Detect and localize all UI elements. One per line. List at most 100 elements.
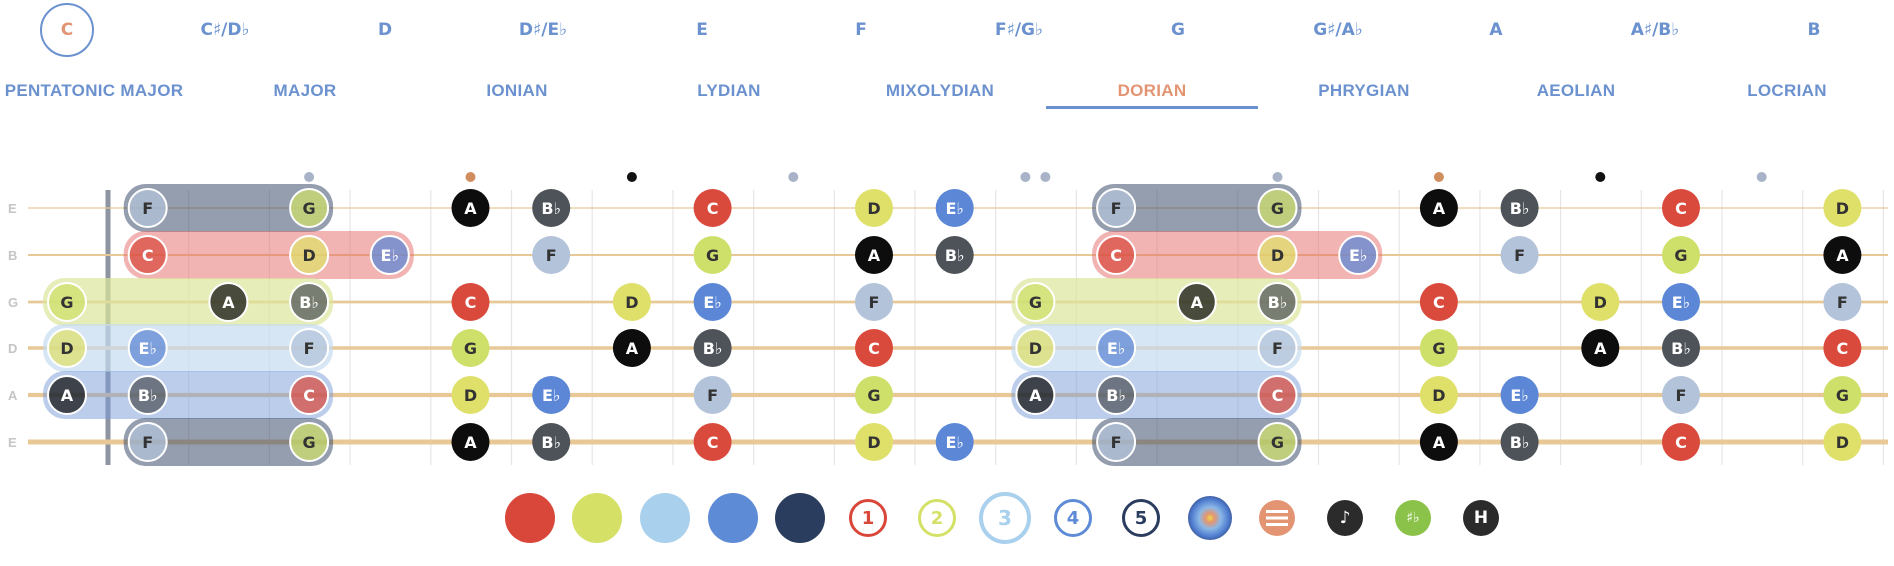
note-marker[interactable]: E♭	[1338, 235, 1379, 275]
note-marker[interactable]: G	[855, 376, 893, 414]
key-9[interactable]: A	[1489, 20, 1503, 40]
note-marker[interactable]: G	[47, 282, 87, 322]
note-marker[interactable]: D	[47, 328, 87, 368]
note-marker[interactable]: G	[1257, 422, 1298, 462]
note-marker[interactable]: F	[855, 283, 893, 321]
key-2[interactable]: D	[377, 20, 393, 40]
note-marker[interactable]: F	[127, 422, 168, 462]
mode-dorian[interactable]: DORIAN	[1117, 81, 1187, 100]
music-note-icon[interactable]: ♪	[1327, 500, 1363, 536]
note-marker[interactable]: C	[289, 375, 330, 415]
note-marker[interactable]: G	[1419, 329, 1458, 367]
note-marker[interactable]: B♭	[1500, 423, 1539, 461]
note-marker[interactable]: F	[1823, 283, 1862, 321]
note-marker[interactable]: D	[855, 423, 893, 461]
position-1-button[interactable]: 1	[849, 499, 887, 537]
note-marker[interactable]: A	[1176, 282, 1217, 322]
note-marker[interactable]: F	[532, 236, 571, 274]
note-marker[interactable]: E♭	[935, 189, 974, 227]
mode-locrian[interactable]: LOCRIAN	[1747, 81, 1827, 100]
note-marker[interactable]: C	[1823, 329, 1862, 367]
note-marker[interactable]: C	[855, 329, 893, 367]
note-marker[interactable]: A	[47, 375, 87, 415]
color-swatch-3[interactable]	[640, 493, 690, 543]
note-marker[interactable]: F	[693, 376, 732, 414]
note-marker[interactable]: E♭	[1662, 283, 1700, 321]
note-marker[interactable]: C	[1096, 235, 1137, 275]
accidentals-toggle-icon[interactable]: ♯♭	[1395, 500, 1431, 536]
note-marker[interactable]: G	[1823, 376, 1862, 414]
key-0[interactable]: C	[40, 3, 94, 57]
note-marker[interactable]: A	[1419, 189, 1458, 227]
note-marker[interactable]: D	[289, 235, 330, 275]
note-marker[interactable]: D	[1257, 235, 1298, 275]
note-marker[interactable]: C	[1257, 375, 1298, 415]
note-marker[interactable]: D	[1419, 376, 1458, 414]
note-marker[interactable]: B♭	[935, 236, 974, 274]
note-marker[interactable]: C	[1662, 189, 1700, 227]
key-10[interactable]: A♯/B♭	[1630, 20, 1680, 40]
note-marker[interactable]: G	[693, 236, 732, 274]
note-marker[interactable]: G	[289, 188, 330, 228]
note-marker[interactable]: C	[693, 189, 732, 227]
note-marker[interactable]: C	[693, 423, 732, 461]
note-marker[interactable]: D	[855, 189, 893, 227]
key-1[interactable]: C♯/D♭	[200, 20, 250, 40]
note-marker[interactable]: D	[612, 283, 651, 321]
note-marker[interactable]: A	[451, 189, 490, 227]
mode-ionian[interactable]: IONIAN	[486, 81, 548, 100]
mode-major[interactable]: MAJOR	[273, 81, 337, 100]
color-swatch-5[interactable]	[775, 493, 825, 543]
note-marker[interactable]: A	[855, 236, 893, 274]
note-marker[interactable]: E♭	[1500, 376, 1539, 414]
color-swatch-4[interactable]	[708, 493, 758, 543]
mode-phrygian[interactable]: PHRYGIAN	[1318, 81, 1410, 100]
note-marker[interactable]: G	[289, 422, 330, 462]
all-colors-icon[interactable]	[1188, 496, 1232, 540]
note-marker[interactable]: A	[1581, 329, 1620, 367]
note-marker[interactable]: F	[1500, 236, 1539, 274]
menu-lines-icon[interactable]	[1259, 500, 1295, 536]
note-marker[interactable]: B♭	[1500, 189, 1539, 227]
h-toggle-button[interactable]: H	[1463, 500, 1499, 536]
note-marker[interactable]: B♭	[1096, 375, 1137, 415]
note-marker[interactable]: E♭	[935, 423, 974, 461]
note-marker[interactable]: F	[1662, 376, 1700, 414]
color-swatch-2[interactable]	[572, 493, 622, 543]
note-marker[interactable]: A	[1823, 236, 1862, 274]
note-marker[interactable]: G	[1015, 282, 1056, 322]
note-marker[interactable]: E♭	[127, 328, 168, 368]
key-6[interactable]: F♯/G♭	[994, 20, 1044, 40]
mode-pentatonic-major[interactable]: PENTATONIC MAJOR	[4, 81, 184, 100]
note-marker[interactable]: B♭	[289, 282, 330, 322]
note-marker[interactable]: A	[612, 329, 651, 367]
position-4-button[interactable]: 4	[1054, 499, 1092, 537]
key-5[interactable]: F	[855, 20, 867, 40]
key-11[interactable]: B	[1807, 20, 1821, 40]
key-4[interactable]: E	[696, 20, 708, 40]
note-marker[interactable]: G	[451, 329, 490, 367]
position-3-button[interactable]: 3	[979, 492, 1031, 544]
note-marker[interactable]: E♭	[369, 235, 410, 275]
note-marker[interactable]: D	[451, 376, 490, 414]
position-2-button[interactable]: 2	[918, 499, 956, 537]
note-marker[interactable]: B♭	[532, 189, 571, 227]
mode-lydian[interactable]: LYDIAN	[697, 81, 761, 100]
note-marker[interactable]: A	[451, 423, 490, 461]
note-marker[interactable]: E♭	[1096, 328, 1137, 368]
note-marker[interactable]: F	[127, 188, 168, 228]
note-marker[interactable]: G	[1662, 236, 1700, 274]
color-swatch-1[interactable]	[505, 493, 555, 543]
note-marker[interactable]: B♭	[693, 329, 732, 367]
note-marker[interactable]: E♭	[693, 283, 732, 321]
note-marker[interactable]: D	[1823, 423, 1862, 461]
note-marker[interactable]: C	[1662, 423, 1700, 461]
note-marker[interactable]: E♭	[532, 376, 571, 414]
note-marker[interactable]: D	[1823, 189, 1862, 227]
note-marker[interactable]: C	[1419, 283, 1458, 321]
note-marker[interactable]: B♭	[532, 423, 571, 461]
note-marker[interactable]: F	[1096, 422, 1137, 462]
note-marker[interactable]: B♭	[1662, 329, 1700, 367]
key-3[interactable]: D♯/E♭	[518, 20, 568, 40]
note-marker[interactable]: C	[451, 283, 490, 321]
